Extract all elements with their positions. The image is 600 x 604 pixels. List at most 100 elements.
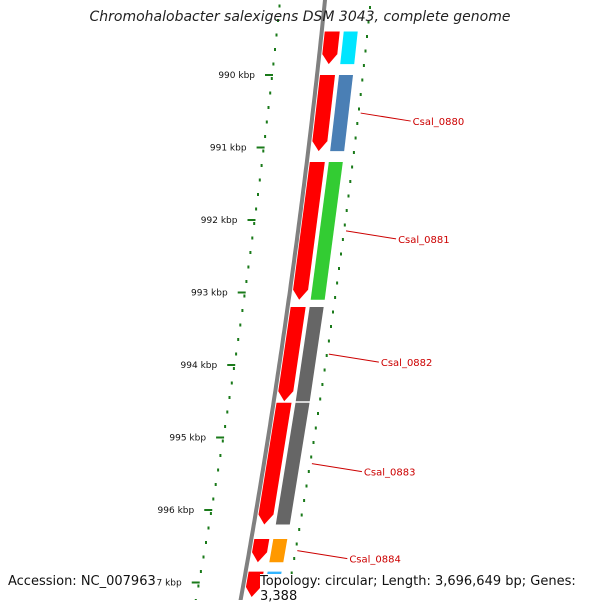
- ruler-minor-tick: [253, 222, 256, 225]
- ruler-minor-tick: [245, 280, 248, 283]
- outer-minor-tick: [362, 64, 365, 67]
- outer-minor-tick: [336, 281, 339, 285]
- ruler-minor-tick: [269, 91, 272, 95]
- ruler-minor-tick: [249, 251, 252, 254]
- ruler-minor-tick: [239, 323, 242, 327]
- gene-band: [340, 31, 358, 65]
- outer-minor-tick: [361, 78, 364, 82]
- gene-band: [330, 75, 354, 152]
- ruler-minor-tick: [226, 410, 229, 414]
- outer-minor-tick: [356, 122, 359, 125]
- gene-label-leader: [311, 463, 362, 473]
- ruler-minor-tick: [251, 236, 254, 240]
- ruler-minor-tick: [228, 396, 231, 399]
- ruler-minor-tick: [277, 19, 279, 22]
- gene-label: Csal_0884: [349, 555, 401, 566]
- cds-arrow: [245, 571, 264, 597]
- ruler-label: 990 kbp: [218, 71, 255, 81]
- outer-minor-tick: [338, 267, 340, 270]
- outer-minor-tick: [366, 35, 368, 38]
- cds-arrow: [322, 31, 340, 65]
- ruler-label: 996 kbp: [158, 506, 195, 516]
- outer-minor-tick: [343, 223, 346, 227]
- cds-arrow: [252, 539, 270, 563]
- outer-minor-tick: [349, 180, 352, 183]
- ruler-minor-tick: [230, 381, 233, 385]
- gene-band: [295, 307, 324, 402]
- ruler-minor-tick: [270, 77, 273, 80]
- ruler-minor-tick: [199, 570, 202, 573]
- ruler-minor-tick: [219, 454, 222, 457]
- ruler-minor-tick: [202, 555, 205, 559]
- ruler-minor-tick: [207, 526, 210, 530]
- gene-label-leader: [297, 550, 348, 560]
- ruler-minor-tick: [232, 367, 235, 370]
- gene-label: Csal_0883: [364, 468, 416, 479]
- ruler-minor-tick: [257, 193, 259, 196]
- outer-minor-tick: [323, 368, 326, 372]
- outer-minor-tick: [300, 513, 303, 517]
- ruler-minor-tick: [262, 149, 265, 153]
- outer-minor-tick: [319, 397, 322, 401]
- ruler-minor-tick: [205, 541, 207, 544]
- gene-band: [310, 162, 343, 300]
- outer-minor-tick: [347, 194, 350, 198]
- outer-minor-tick: [310, 455, 313, 459]
- outer-minor-tick: [345, 209, 348, 212]
- genome-backbone: [238, 0, 328, 600]
- ruler-label: 995 kbp: [169, 434, 206, 444]
- ruler-minor-tick: [274, 48, 276, 51]
- ruler-minor-tick: [258, 178, 261, 182]
- gene-label: Csal_0881: [398, 235, 450, 246]
- ruler-minor-tick: [224, 425, 227, 428]
- cds-arrow: [312, 75, 336, 152]
- gene-band: [269, 539, 288, 563]
- outer-minor-tick: [295, 542, 298, 546]
- ruler-label: 991 kbp: [210, 144, 247, 154]
- ruler-minor-tick: [214, 483, 217, 486]
- outer-minor-tick: [303, 499, 306, 502]
- accession-label: Accession: NC_007963: [8, 574, 156, 589]
- ruler-minor-tick: [243, 294, 246, 298]
- ruler-label: 994 kbp: [181, 361, 218, 371]
- outer-minor-tick: [317, 412, 319, 415]
- ruler-minor-tick: [272, 62, 275, 66]
- outer-minor-tick: [354, 136, 357, 140]
- cds-arrow: [258, 402, 292, 525]
- ruler-label: 992 kbp: [201, 216, 238, 226]
- outer-minor-tick: [325, 354, 328, 357]
- cds-arrow: [278, 307, 306, 402]
- outer-minor-tick: [352, 151, 355, 154]
- gene-label-leader: [345, 230, 397, 240]
- ruler-minor-tick: [235, 352, 238, 356]
- outer-minor-tick: [327, 339, 330, 343]
- outer-minor-tick: [330, 325, 332, 328]
- gene-label: Csal_0882: [381, 358, 433, 369]
- gene-label-leader: [328, 353, 379, 363]
- outer-minor-tick: [305, 484, 308, 488]
- outer-minor-tick: [341, 238, 344, 241]
- outer-minor-tick: [307, 470, 310, 473]
- outer-minor-tick: [367, 20, 370, 24]
- gene-band: [275, 402, 310, 525]
- ruler-minor-tick: [237, 338, 240, 341]
- outer-minor-tick: [298, 528, 301, 531]
- cds-arrow: [293, 162, 325, 300]
- outer-minor-tick: [293, 557, 296, 560]
- ruler-label: 997 kbp: [145, 579, 182, 589]
- outer-minor-tick: [332, 310, 334, 314]
- ruler-minor-tick: [197, 584, 200, 588]
- ruler-minor-tick: [255, 207, 258, 211]
- ruler-minor-tick: [265, 120, 268, 124]
- ruler-minor-tick: [217, 468, 220, 472]
- outer-minor-tick: [334, 296, 337, 299]
- outer-minor-tick: [321, 383, 324, 386]
- ruler-minor-tick: [278, 4, 281, 8]
- outer-minor-tick: [340, 252, 342, 256]
- ruler-minor-tick: [267, 106, 270, 109]
- ruler-minor-tick: [221, 439, 224, 443]
- outer-minor-tick: [314, 426, 317, 430]
- ruler-minor-tick: [275, 33, 278, 37]
- ruler-minor-tick: [209, 512, 212, 515]
